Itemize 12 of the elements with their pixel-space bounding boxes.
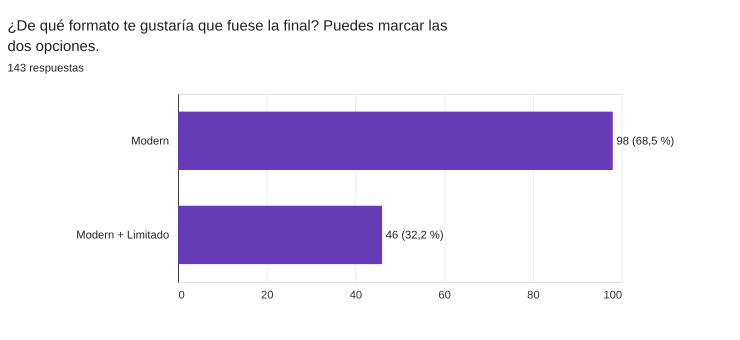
x-tick-label: 60 bbox=[438, 289, 451, 302]
y-tick-label: Modern + Limitado bbox=[76, 230, 170, 242]
y-tick-label: Modern bbox=[131, 136, 170, 148]
x-tick-label: 100 bbox=[603, 289, 622, 302]
x-tick-label: 80 bbox=[527, 289, 540, 302]
chart-title: ¿De qué formato te gustaría que fuese la final? Puedes marcar las dos opciones. bbox=[7, 18, 448, 55]
text: 143 respuestas bbox=[7, 62, 84, 74]
x-tick-label: 20 bbox=[260, 289, 274, 302]
data-label: 98 (68,5 %) bbox=[616, 136, 675, 148]
data-label: 46 (32,2 %) bbox=[386, 230, 444, 242]
x-tick-label: 40 bbox=[350, 289, 362, 302]
x-tick-label: 0 bbox=[178, 289, 185, 302]
